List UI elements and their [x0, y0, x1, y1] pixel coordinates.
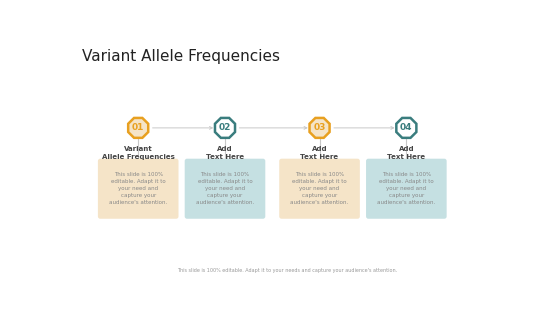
FancyBboxPatch shape [366, 159, 447, 219]
Text: 01: 01 [132, 123, 144, 132]
Polygon shape [396, 118, 417, 138]
Text: 04: 04 [400, 123, 413, 132]
Text: Add
Text Here: Add Text Here [206, 146, 244, 160]
Text: Add
Text Here: Add Text Here [301, 146, 339, 160]
FancyBboxPatch shape [279, 159, 360, 219]
Text: This slide is 100%
editable. Adapt it to
your need and
capture your
audience's a: This slide is 100% editable. Adapt it to… [377, 172, 436, 205]
FancyBboxPatch shape [98, 159, 179, 219]
Text: This slide is 100%
editable. Adapt it to
your need and
capture your
audience's a: This slide is 100% editable. Adapt it to… [196, 172, 254, 205]
Text: 03: 03 [314, 123, 326, 132]
Polygon shape [128, 118, 148, 138]
Text: This slide is 100% editable. Adapt it to your needs and capture your audience's : This slide is 100% editable. Adapt it to… [177, 268, 397, 273]
FancyBboxPatch shape [185, 159, 265, 219]
Text: Variant Allele Frequencies: Variant Allele Frequencies [82, 49, 279, 64]
Text: This slide is 100%
editable. Adapt it to
your need and
capture your
audience's a: This slide is 100% editable. Adapt it to… [291, 172, 349, 205]
Text: 02: 02 [219, 123, 231, 132]
Polygon shape [215, 118, 235, 138]
Text: Add
Text Here: Add Text Here [388, 146, 426, 160]
Text: This slide is 100%
editable. Adapt it to
your need and
capture your
audience's a: This slide is 100% editable. Adapt it to… [109, 172, 167, 205]
Polygon shape [310, 118, 330, 138]
Text: Variant
Allele Frequencies: Variant Allele Frequencies [102, 146, 175, 160]
